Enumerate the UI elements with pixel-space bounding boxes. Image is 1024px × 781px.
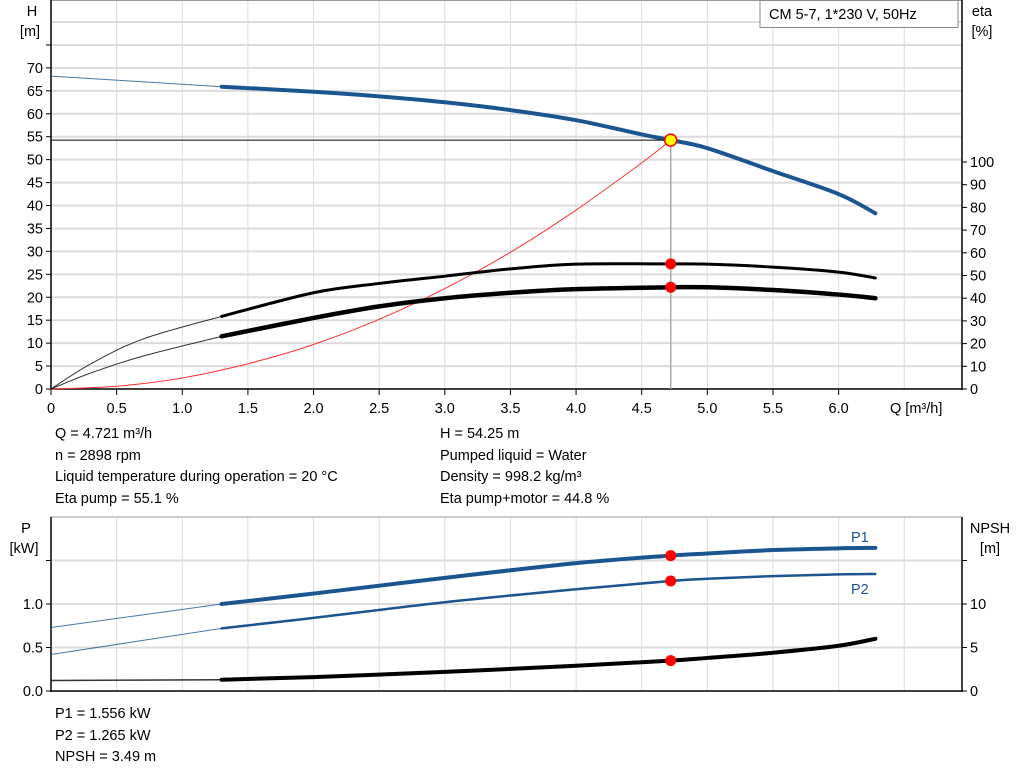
x-tick-label: 4.5 bbox=[632, 401, 652, 417]
x-axis-label: Q [m³/h] bbox=[890, 401, 942, 417]
info-top-right: H = 54.25 m Pumped liquid = Water Densit… bbox=[440, 424, 609, 510]
x-tick-label: 1.0 bbox=[172, 401, 192, 417]
eta-pump-point bbox=[665, 258, 677, 270]
info-liquid-temp: Liquid temperature during operation = 20… bbox=[55, 469, 338, 485]
p-tick-label: 0.0 bbox=[23, 684, 43, 700]
y-left-tick-label: 20 bbox=[27, 290, 43, 306]
y-right-label: eta bbox=[972, 4, 993, 20]
curve-NPSH-extrapolated bbox=[50, 678, 222, 682]
info-q: Q = 4.721 m³/h bbox=[55, 426, 153, 442]
y-left-tick-label: 70 bbox=[27, 61, 43, 77]
y-right-tick-label: 30 bbox=[970, 314, 986, 330]
y-left-tick-label: 25 bbox=[27, 267, 43, 283]
y-left-tick-label: 10 bbox=[27, 336, 43, 352]
y-left-tick-label: 15 bbox=[27, 313, 43, 329]
info-eta-pump-motor: Eta pump+motor = 44.8 % bbox=[440, 490, 610, 507]
y-right-tick-label: 0 bbox=[970, 382, 978, 398]
y-right-tick-label: 90 bbox=[970, 178, 986, 194]
curve-P1 bbox=[219, 545, 878, 606]
legend-box bbox=[759, 0, 959, 28]
y-right-tick-label: 20 bbox=[970, 337, 986, 353]
x-tick-label: 2.5 bbox=[369, 401, 389, 417]
x-tick-label: 3.0 bbox=[435, 401, 455, 417]
y-left-tick-label: 35 bbox=[27, 221, 43, 237]
npsh-tick-label: 5 bbox=[970, 641, 978, 657]
p2-series-label: P2 bbox=[851, 582, 869, 598]
info-speed: n = 2898 rpm bbox=[55, 447, 141, 464]
y-left-tick-label: 50 bbox=[27, 153, 43, 169]
duty-point bbox=[663, 133, 678, 147]
y-right-tick-label: 40 bbox=[970, 291, 986, 307]
info-p2: P2 = 1.265 kW bbox=[55, 727, 151, 744]
y-right-tick-label: 10 bbox=[970, 359, 986, 375]
npsh-tick-label: 10 bbox=[970, 597, 986, 613]
info-h: H = 54.25 m bbox=[440, 426, 520, 442]
p-axis-unit: [kW] bbox=[10, 541, 39, 557]
curve-P2-extrapolated bbox=[50, 627, 222, 655]
x-tick-label: 5.5 bbox=[763, 401, 783, 417]
info-top-left: Q = 4.721 m³/h n = 2898 rpm Liquid tempe… bbox=[55, 424, 338, 510]
y-left-tick-label: 45 bbox=[27, 176, 43, 192]
x-tick-label: 0 bbox=[47, 401, 55, 417]
p-tick-label: 1.0 bbox=[23, 597, 43, 613]
info-bottom: P1 = 1.556 kW P2 = 1.265 kW NPSH = 3.49 … bbox=[55, 704, 156, 769]
p1-series-label: P1 bbox=[851, 530, 869, 546]
top-plot-frame bbox=[50, 0, 963, 390]
y-left-tick-label: 5 bbox=[35, 359, 43, 375]
y-right-tick-label: 80 bbox=[970, 200, 986, 216]
npsh-tick-label: 0 bbox=[970, 684, 978, 700]
p1-point bbox=[665, 550, 677, 562]
info-p1: P1 = 1.556 kW bbox=[55, 706, 151, 722]
x-tick-label: 1.5 bbox=[238, 401, 258, 417]
npsh-axis-label: NPSH bbox=[970, 521, 1010, 537]
x-tick-label: 6.0 bbox=[829, 401, 849, 417]
curve-H bbox=[219, 84, 878, 216]
y-left-unit: [m] bbox=[20, 24, 40, 40]
npsh-axis-unit: [m] bbox=[980, 541, 1000, 557]
curve-NPSH bbox=[219, 636, 878, 682]
eta-pump-motor-point bbox=[665, 281, 677, 293]
curve-eta_pump_motor bbox=[219, 284, 878, 339]
y-left-tick-label: 60 bbox=[27, 107, 43, 123]
npsh-point bbox=[665, 655, 677, 667]
legend-text: CM 5-7, 1*230 V, 50Hz bbox=[769, 7, 917, 23]
curve-P1-extrapolated bbox=[50, 603, 222, 628]
p-tick-label: 0.5 bbox=[23, 641, 43, 657]
info-npsh: NPSH = 3.49 m bbox=[55, 749, 157, 765]
info-density: Density = 998.2 kg/m³ bbox=[440, 469, 582, 485]
y-left-tick-label: 0 bbox=[35, 382, 43, 398]
curve-P2 bbox=[220, 572, 877, 630]
x-tick-label: 5.0 bbox=[697, 401, 717, 417]
y-right-tick-label: 70 bbox=[970, 223, 986, 239]
y-right-tick-label: 60 bbox=[970, 246, 986, 262]
y-left-tick-label: 55 bbox=[27, 130, 43, 146]
y-left-tick-label: 65 bbox=[27, 84, 43, 100]
y-left-label: H bbox=[27, 4, 37, 20]
x-tick-label: 2.0 bbox=[303, 401, 323, 417]
curve-eta_pump-extrapolated bbox=[50, 315, 222, 390]
curve-eta_pump bbox=[220, 262, 877, 318]
info-pumped-liquid: Pumped liquid = Water bbox=[440, 447, 587, 464]
y-left-tick-label: 30 bbox=[27, 244, 43, 260]
y-right-unit: [%] bbox=[972, 24, 993, 40]
y-right-tick-label: 50 bbox=[970, 269, 986, 285]
x-tick-label: 0.5 bbox=[107, 401, 127, 417]
curve-eta_pump_motor-extrapolated bbox=[50, 335, 222, 390]
x-tick-label: 4.0 bbox=[566, 401, 586, 417]
curve-H-extrapolated bbox=[50, 75, 222, 88]
y-left-tick-label: 40 bbox=[27, 199, 43, 215]
y-right-tick-label: 100 bbox=[970, 155, 994, 171]
info-eta-pump: Eta pump = 55.1 % bbox=[55, 490, 179, 507]
curve-system bbox=[50, 139, 672, 390]
p2-point bbox=[665, 575, 677, 587]
p-axis-label: P bbox=[21, 521, 31, 537]
x-tick-label: 3.5 bbox=[500, 401, 520, 417]
